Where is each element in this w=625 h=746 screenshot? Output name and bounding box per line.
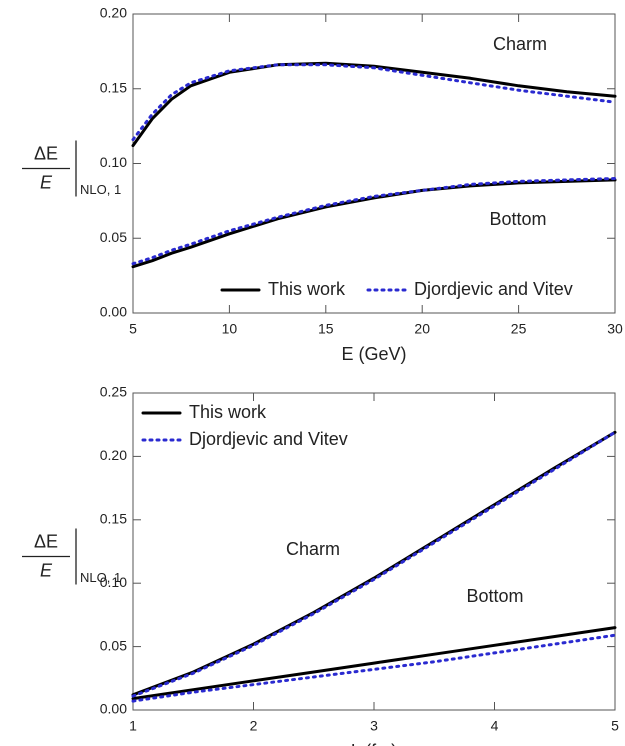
y-tick-label: 0.15: [100, 511, 127, 527]
legend-label: Djordjevic and Vitev: [189, 429, 348, 449]
x-tick-label: 20: [414, 321, 430, 337]
series-line: [131, 61, 617, 148]
y-tick-label: 0.20: [100, 447, 127, 463]
series-line: [131, 430, 617, 698]
x-tick-label: 30: [607, 321, 623, 337]
y-tick-label: 0.15: [100, 79, 127, 95]
series-line: [131, 178, 617, 269]
y-label-subscript: NLO, 1: [80, 182, 121, 197]
x-tick-label: 3: [370, 718, 378, 734]
y-tick-label: 0.00: [100, 701, 127, 717]
x-tick-label: 15: [318, 321, 334, 337]
x-tick-label: 10: [222, 321, 238, 337]
y-label-numerator: ΔE: [34, 143, 58, 163]
x-tick-label: 5: [611, 718, 619, 734]
x-tick-label: 1: [129, 718, 137, 734]
series-line: [131, 63, 617, 142]
x-axis-label: L (fm): [351, 741, 397, 746]
y-tick-label: 0.25: [100, 384, 127, 400]
y-tick-label: 0.05: [100, 229, 127, 245]
series-line: [131, 633, 617, 703]
legend-label: This work: [189, 402, 267, 422]
x-tick-label: 4: [491, 718, 499, 734]
y-label-denominator: E: [40, 560, 53, 580]
legend-label: This work: [268, 279, 346, 299]
y-label-subscript: NLO, 1: [80, 570, 121, 585]
legend-label: Djordjevic and Vitev: [414, 279, 573, 299]
x-axis-label: E (GeV): [341, 344, 406, 364]
series-line: [131, 430, 617, 697]
y-tick-label: 0.00: [100, 304, 127, 320]
annotation: Bottom: [466, 586, 523, 606]
annotation: Charm: [286, 539, 340, 559]
y-label-denominator: E: [40, 172, 53, 192]
series-line: [131, 626, 617, 701]
x-tick-label: 2: [250, 718, 258, 734]
y-tick-label: 0.10: [100, 574, 127, 590]
annotation: Bottom: [489, 209, 546, 229]
annotation: Charm: [493, 34, 547, 54]
y-tick-label: 0.05: [100, 637, 127, 653]
y-tick-label: 0.20: [100, 5, 127, 21]
series-line: [131, 177, 617, 266]
y-label-numerator: ΔE: [34, 531, 58, 551]
y-tick-label: 0.10: [100, 154, 127, 170]
x-tick-label: 25: [511, 321, 527, 337]
x-tick-label: 5: [129, 321, 137, 337]
plot-frame: [132, 13, 616, 314]
